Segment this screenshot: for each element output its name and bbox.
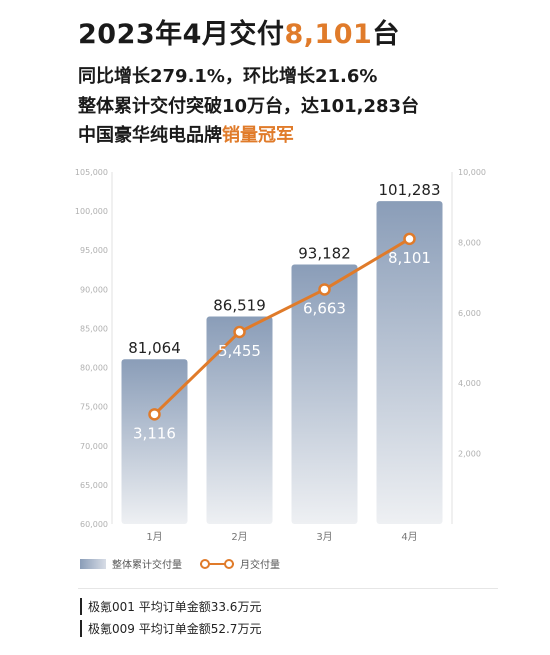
bar-value-label: 81,064 [128, 339, 181, 357]
x-tick-label: 1月 [146, 531, 162, 543]
y-left-tick-label: 105,000 [75, 168, 108, 177]
y-right-tick-label: 8,000 [458, 238, 481, 247]
y-left-tick-label: 90,000 [80, 285, 108, 294]
headline: 2023年4月交付8,101台 [78, 12, 400, 51]
bar-cumulative [291, 264, 358, 524]
line-value-label: 6,663 [303, 299, 346, 317]
headline-suffix: 台 [372, 19, 400, 50]
bar-value-label: 86,519 [213, 297, 266, 315]
y-left-tick-label: 65,000 [80, 481, 108, 490]
headline-prefix: 2023年4月交付 [78, 19, 285, 50]
y-right-tick-label: 4,000 [458, 379, 481, 388]
y-left-tick-label: 60,000 [80, 520, 108, 529]
line-value-label: 5,455 [218, 342, 261, 360]
line-value-label: 8,101 [388, 249, 431, 267]
footer-item-009: 极氪009 平均订单金额52.7万元 [80, 620, 261, 637]
y-left-tick-label: 95,000 [80, 246, 108, 255]
bar-cumulative [206, 316, 273, 524]
line-monthly [153, 237, 411, 416]
y-left-tick-label: 85,000 [80, 324, 108, 333]
headline-accent: 8,101 [284, 19, 373, 50]
champion-line: 中国豪华纯电品牌销量冠军 [78, 121, 294, 147]
y-left-tick-label: 70,000 [80, 442, 108, 451]
legend-line-swatch [200, 558, 234, 569]
legend-line: 月交付量 [200, 556, 280, 571]
legend-bar-label: 整体累计交付量 [112, 560, 182, 571]
delivery-chart: 60,000 65,000 70,000 75,000 80,000 85,000 90,0… [75, 168, 486, 543]
y-left-tick-label: 75,000 [80, 403, 108, 412]
y-right-tick-label: 10,000 [458, 168, 486, 177]
footer-item-001: 极氪001 平均订单金额33.6万元 [80, 598, 261, 615]
y-right-tick-label: 2,000 [458, 450, 481, 459]
y-right-tick-label: 6,000 [458, 309, 481, 318]
x-tick-label: 3月 [316, 531, 332, 543]
y-left-tick-label: 80,000 [80, 364, 108, 373]
line-point [233, 325, 246, 339]
x-tick-label: 4月 [401, 531, 417, 543]
line-point [148, 408, 161, 421]
bar-cumulative [121, 359, 188, 524]
line-point [403, 232, 416, 246]
champion-prefix: 中国豪华纯电品牌 [78, 125, 222, 146]
y-left-tick-label: 100,000 [75, 207, 108, 216]
divider [78, 588, 498, 589]
line-point [318, 283, 331, 296]
growth-line: 同比增长279.1%，环比增长21.6% [78, 66, 378, 87]
bar-value-label: 101,283 [378, 181, 440, 199]
legend-bar: 整体累计交付量 [80, 556, 182, 571]
line-value-label: 3,116 [133, 424, 176, 442]
bar-cumulative [376, 201, 443, 524]
bar-value-label: 93,182 [298, 244, 351, 262]
cumulative-line: 整体累计交付突破10万台，达101,283台 [78, 96, 420, 117]
champion-accent: 销量冠军 [222, 125, 294, 146]
x-tick-label: 2月 [231, 531, 247, 543]
legend-line-label: 月交付量 [240, 560, 280, 571]
legend-bar-swatch [80, 558, 106, 569]
